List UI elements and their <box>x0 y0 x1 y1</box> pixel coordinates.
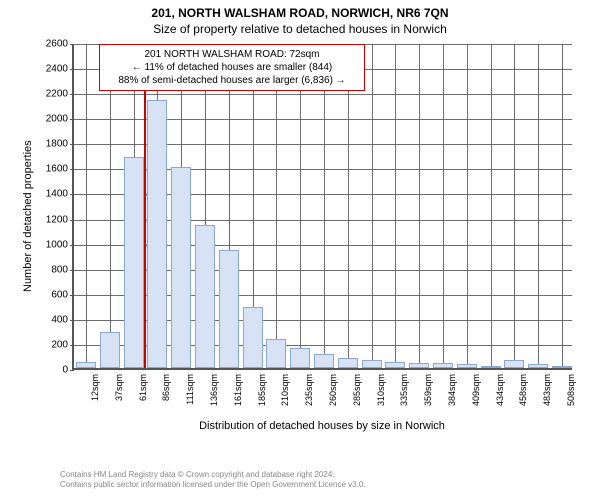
y-tick-mark <box>70 194 74 195</box>
footer-line-2: Contains public sector information licen… <box>60 480 366 490</box>
histogram-bar <box>266 339 286 368</box>
chart-title-subtitle: Size of property relative to detached ho… <box>0 20 600 36</box>
callout-line-2: ← 11% of detached houses are smaller (84… <box>106 61 358 74</box>
histogram-bar <box>124 157 144 368</box>
gridline-v <box>491 44 492 368</box>
y-tick-mark <box>70 119 74 120</box>
y-tick-mark <box>70 245 74 246</box>
gridline-v <box>276 44 277 368</box>
y-tick-label: 800 <box>51 264 68 275</box>
x-tick-label: 61sqm <box>138 374 148 401</box>
y-tick-label: 2400 <box>46 64 68 75</box>
histogram-bar <box>528 364 548 368</box>
gridline-v <box>348 44 349 368</box>
y-tick-label: 600 <box>51 289 68 300</box>
histogram-bar <box>362 360 382 368</box>
y-tick-mark <box>70 169 74 170</box>
x-tick-label: 37sqm <box>114 374 124 401</box>
gridline-v <box>300 44 301 368</box>
x-tick-label: 458sqm <box>518 374 528 406</box>
x-tick-label: 185sqm <box>257 374 267 406</box>
y-tick-label: 1400 <box>46 189 68 200</box>
y-tick-label: 1200 <box>46 214 68 225</box>
y-tick-label: 2600 <box>46 39 68 50</box>
gridline-v <box>372 44 373 368</box>
x-tick-label: 310sqm <box>376 374 386 406</box>
x-tick-label: 86sqm <box>161 374 171 401</box>
gridline-v <box>514 44 515 368</box>
gridline-v <box>419 44 420 368</box>
chart-title-address: 201, NORTH WALSHAM ROAD, NORWICH, NR6 7Q… <box>0 0 600 20</box>
callout-line-1: 201 NORTH WALSHAM ROAD: 72sqm <box>106 48 358 61</box>
y-tick-label: 1600 <box>46 164 68 175</box>
histogram-bar <box>314 354 334 368</box>
y-tick-mark <box>70 44 74 45</box>
histogram-bar <box>385 362 405 368</box>
y-tick-label: 0 <box>62 365 68 376</box>
histogram-bar <box>481 366 501 369</box>
x-tick-label: 260sqm <box>328 374 338 406</box>
y-tick-label: 400 <box>51 314 68 325</box>
histogram-bar <box>195 225 215 368</box>
histogram-bar <box>219 250 239 368</box>
histogram-bar <box>552 366 572 369</box>
footer-attribution: Contains HM Land Registry data © Crown c… <box>60 470 366 490</box>
histogram-bar <box>504 360 524 368</box>
x-tick-label: 434sqm <box>495 374 505 406</box>
x-tick-label: 210sqm <box>280 374 290 406</box>
gridline-v <box>467 44 468 368</box>
x-tick-label: 111sqm <box>185 374 195 405</box>
x-tick-label: 136sqm <box>209 374 219 406</box>
gridline-v <box>324 44 325 368</box>
x-axis-label: Distribution of detached houses by size … <box>72 420 572 432</box>
y-tick-mark <box>70 295 74 296</box>
y-tick-mark <box>70 345 74 346</box>
y-tick-mark <box>70 370 74 371</box>
histogram-bar <box>457 364 477 368</box>
x-tick-label: 335sqm <box>399 374 409 406</box>
x-tick-label: 409sqm <box>471 374 481 406</box>
x-tick-label: 161sqm <box>233 374 243 406</box>
histogram-bar <box>290 348 310 368</box>
histogram-bar <box>147 100 167 368</box>
x-tick-label: 359sqm <box>423 374 433 406</box>
histogram-bar <box>409 363 429 368</box>
gridline-h <box>74 94 572 95</box>
x-tick-label: 12sqm <box>90 374 100 401</box>
histogram-bar <box>338 358 358 368</box>
histogram-bar <box>433 363 453 368</box>
footer-line-1: Contains HM Land Registry data © Crown c… <box>60 470 366 480</box>
y-tick-label: 2000 <box>46 114 68 125</box>
x-tick-label: 508sqm <box>566 374 576 406</box>
y-tick-mark <box>70 270 74 271</box>
y-tick-mark <box>70 94 74 95</box>
histogram-bar <box>76 362 96 368</box>
y-tick-mark <box>70 144 74 145</box>
y-tick-mark <box>70 69 74 70</box>
x-tick-label: 384sqm <box>447 374 457 406</box>
y-axis-label: Number of detached properties <box>22 140 34 292</box>
gridline-v <box>86 44 87 368</box>
y-tick-label: 2200 <box>46 89 68 100</box>
y-tick-label: 200 <box>51 339 68 350</box>
callout-line-3: 88% of semi-detached houses are larger (… <box>106 74 358 87</box>
y-tick-label: 1800 <box>46 139 68 150</box>
gridline-v <box>395 44 396 368</box>
histogram-bar <box>171 167 191 368</box>
gridline-v <box>562 44 563 368</box>
y-tick-mark <box>70 220 74 221</box>
marker-line <box>144 44 146 368</box>
y-tick-mark <box>70 320 74 321</box>
x-tick-label: 285sqm <box>352 374 362 406</box>
histogram-bar <box>243 307 263 368</box>
histogram-bar <box>100 332 120 368</box>
gridline-v <box>538 44 539 368</box>
y-tick-label: 1000 <box>46 239 68 250</box>
annotation-callout: 201 NORTH WALSHAM ROAD: 72sqm ← 11% of d… <box>99 44 365 91</box>
gridline-v <box>443 44 444 368</box>
x-tick-label: 483sqm <box>542 374 552 406</box>
x-tick-label: 235sqm <box>304 374 314 406</box>
chart-plot-area: 0200400600800100012001400160018002000220… <box>72 44 572 370</box>
gridline-v <box>110 44 111 368</box>
